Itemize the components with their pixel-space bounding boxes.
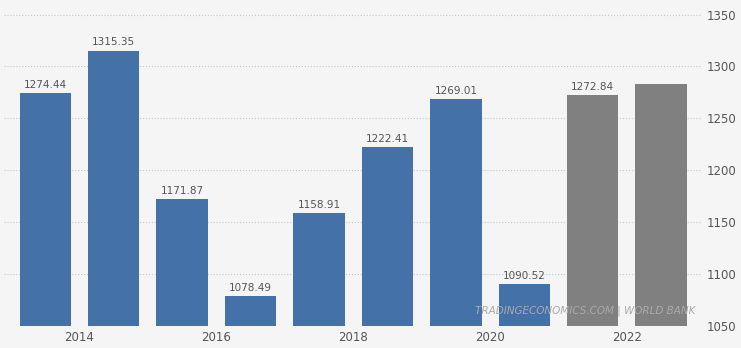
Text: 1269.01: 1269.01 <box>434 86 477 95</box>
Bar <box>88 50 139 348</box>
Bar <box>156 199 207 348</box>
Bar <box>19 93 71 348</box>
Bar <box>293 213 345 348</box>
Bar <box>499 284 550 348</box>
Bar <box>431 98 482 348</box>
Bar <box>225 296 276 348</box>
Bar <box>636 84 687 348</box>
Text: 1315.35: 1315.35 <box>92 37 135 47</box>
Text: 1158.91: 1158.91 <box>297 200 341 210</box>
Text: 1171.87: 1171.87 <box>161 186 204 196</box>
Bar <box>567 95 619 348</box>
Bar <box>362 147 413 348</box>
Text: 1222.41: 1222.41 <box>366 134 409 144</box>
Text: 1078.49: 1078.49 <box>229 283 272 293</box>
Text: 1090.52: 1090.52 <box>503 271 545 281</box>
Text: 1272.84: 1272.84 <box>571 81 614 92</box>
Text: TRADINGECONOMICS.COM | WORLD BANK: TRADINGECONOMICS.COM | WORLD BANK <box>475 306 695 316</box>
Text: 1274.44: 1274.44 <box>24 80 67 90</box>
